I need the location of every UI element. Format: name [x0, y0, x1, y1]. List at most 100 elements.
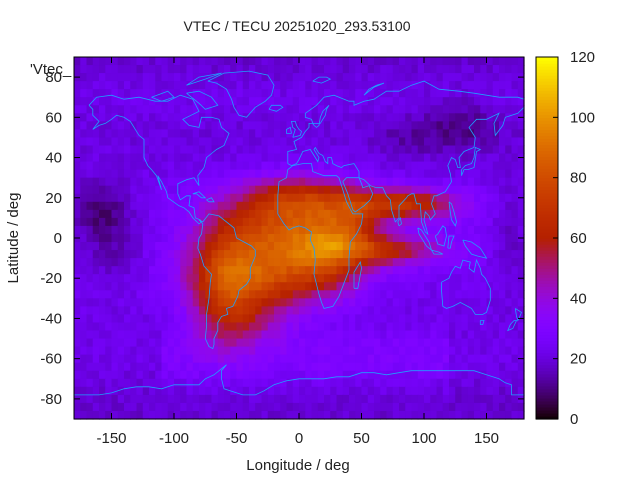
heat-cell	[80, 185, 88, 195]
y-tick-label: 0	[54, 230, 62, 247]
heat-cell	[230, 137, 238, 147]
heat-cell	[424, 266, 431, 275]
heat-cell	[186, 177, 194, 187]
y-tick-label: 40	[45, 150, 62, 167]
heat-cell	[199, 298, 206, 307]
heat-cell	[99, 410, 106, 420]
heat-cell	[280, 394, 288, 404]
heat-cell	[324, 121, 331, 130]
heat-cell	[117, 177, 125, 187]
heat-cell	[149, 193, 156, 203]
heat-cell	[342, 394, 350, 404]
heat-cell	[211, 185, 219, 195]
heat-cell	[99, 185, 106, 195]
heat-cell	[117, 97, 125, 106]
heat-cell	[449, 346, 456, 356]
heat-cell	[74, 217, 81, 227]
heat-cell	[174, 322, 181, 332]
heat-cell	[461, 338, 469, 348]
heat-cell	[330, 97, 338, 106]
heat-cell	[336, 57, 344, 66]
heat-cell	[149, 225, 156, 235]
heat-cell	[161, 250, 169, 259]
colorbar-segment	[536, 355, 558, 360]
heat-cell	[386, 57, 394, 66]
heat-cell	[161, 201, 169, 211]
heat-cell	[317, 105, 325, 114]
heat-cell	[330, 65, 338, 74]
heat-cell	[411, 57, 419, 66]
heat-cell	[367, 89, 375, 98]
heat-cell	[430, 386, 438, 396]
heat-cell	[342, 242, 350, 251]
heat-cell	[305, 233, 313, 243]
heat-cell	[299, 282, 306, 291]
heat-cell	[274, 410, 281, 420]
colorbar-segment	[536, 84, 558, 88]
heat-cell	[149, 242, 156, 251]
heat-cell	[261, 402, 269, 412]
colorbar-segment	[536, 340, 558, 345]
heat-cell	[136, 378, 144, 388]
heat-cell	[99, 394, 106, 404]
heat-cell	[117, 306, 125, 316]
heat-cell	[99, 370, 106, 380]
heat-cell	[336, 81, 344, 90]
heat-cell	[186, 105, 194, 114]
heat-cell	[317, 193, 325, 203]
heat-cell	[411, 65, 419, 74]
heat-cell	[486, 322, 494, 332]
heat-cell	[374, 282, 381, 291]
coastline-antarctica	[74, 364, 524, 396]
heat-cell	[424, 314, 431, 324]
colorbar-segment	[536, 117, 558, 121]
heat-cell	[86, 258, 94, 267]
heat-cell	[461, 185, 469, 195]
heat-cell	[167, 402, 175, 412]
heat-cell	[236, 193, 244, 203]
heat-cell	[374, 153, 381, 163]
heat-cell	[155, 185, 163, 195]
heat-cell	[511, 217, 519, 227]
heat-cell	[274, 177, 281, 187]
heat-cell	[299, 386, 306, 396]
heat-cell	[386, 410, 394, 420]
heat-cell	[205, 314, 213, 324]
heat-cell	[192, 217, 200, 227]
heat-cell	[324, 338, 331, 348]
heat-cell	[305, 362, 313, 372]
heat-cell	[274, 306, 281, 316]
heat-cell	[499, 137, 506, 147]
heat-cell	[255, 394, 263, 404]
heat-cell	[361, 57, 369, 66]
heat-cell	[274, 362, 281, 372]
heat-cell	[349, 370, 356, 380]
heat-cell	[224, 394, 231, 404]
heat-cell	[317, 89, 325, 98]
heat-cell	[336, 145, 344, 155]
heat-cell	[249, 338, 256, 348]
heat-cell	[392, 57, 400, 66]
heat-cell	[274, 242, 281, 251]
heat-cell	[461, 113, 469, 122]
heat-cell	[436, 338, 444, 348]
heat-cell	[417, 314, 425, 324]
colorbar-segment	[536, 295, 558, 299]
heat-cell	[505, 97, 513, 106]
heat-cell	[405, 266, 413, 275]
heat-cell	[436, 306, 444, 316]
heat-cell	[80, 201, 88, 211]
heat-cell	[480, 57, 488, 66]
heat-cell	[330, 137, 338, 147]
heat-cell	[80, 137, 88, 147]
heat-cell	[192, 266, 200, 275]
heat-cell	[186, 225, 194, 235]
heat-cell	[167, 394, 175, 404]
heat-cell	[436, 97, 444, 106]
heat-cell	[405, 161, 413, 171]
heat-cell	[317, 217, 325, 227]
heat-cell	[492, 169, 500, 179]
heat-cell	[386, 298, 394, 307]
heat-cell	[186, 65, 194, 74]
heat-cell	[224, 161, 231, 171]
